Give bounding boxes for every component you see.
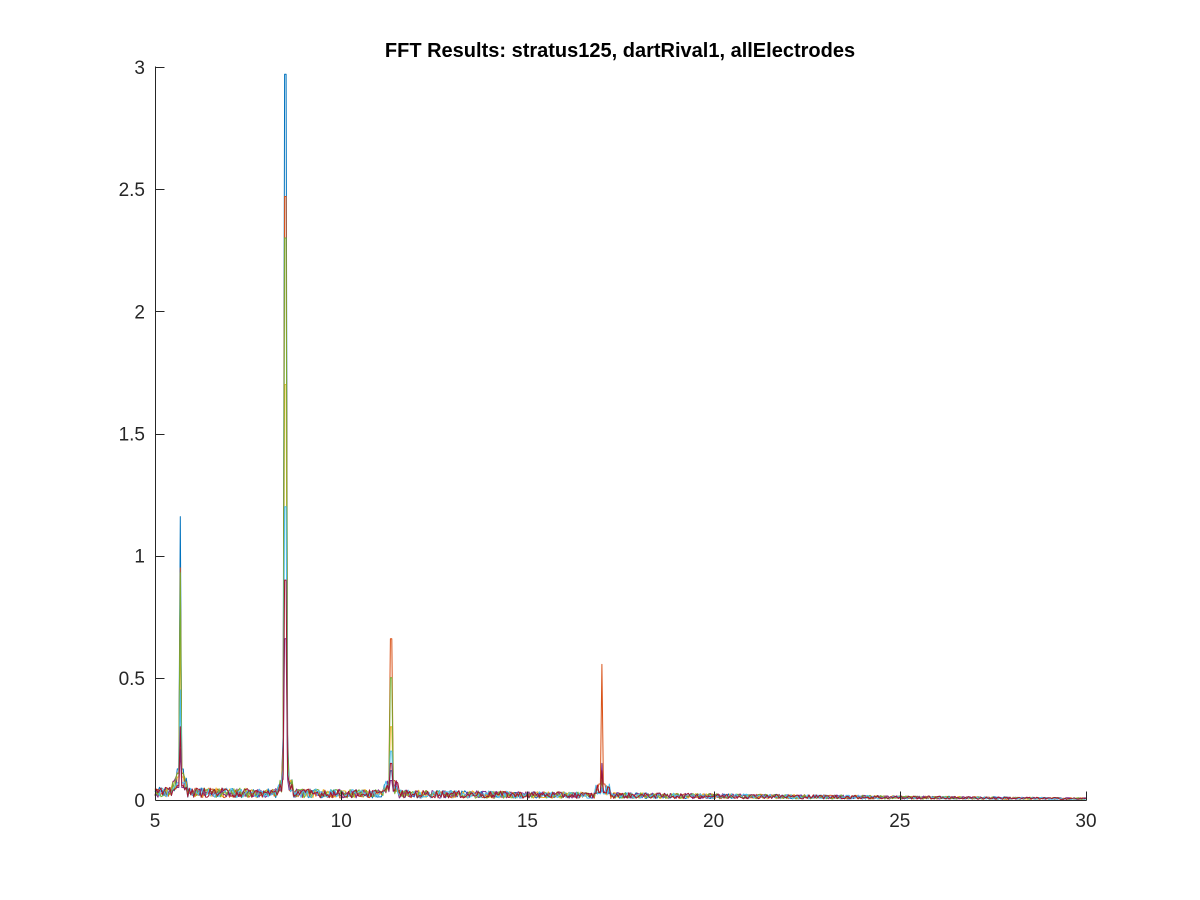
x-tick-label: 15 xyxy=(517,811,538,832)
y-tick-label: 1.5 xyxy=(119,425,145,446)
series-line-2 xyxy=(154,196,1087,800)
x-tick-label: 10 xyxy=(331,811,352,832)
y-tick-label: 0 xyxy=(134,791,145,812)
series-line-4 xyxy=(154,638,1086,800)
series-line-6 xyxy=(154,506,1087,800)
ticks-layer: 5 10 15 20 25 30 0 0.5 1 1.5 2 2.5 3 xyxy=(119,58,1097,832)
x-tick-label: 20 xyxy=(703,811,724,832)
series-line-3 xyxy=(154,384,1087,800)
y-tick-label: 2.5 xyxy=(119,180,145,201)
x-tick-label: 5 xyxy=(150,811,161,832)
y-tick-label: 2 xyxy=(134,302,145,323)
series-line-5 xyxy=(154,237,1087,800)
y-tick-label: 1 xyxy=(134,547,145,568)
chart-title: FFT Results: stratus125, dartRival1, all… xyxy=(385,40,855,62)
series-line-7 xyxy=(154,579,1087,800)
axes-layer xyxy=(155,66,1087,801)
y-tick-label: 3 xyxy=(134,58,145,79)
x-tick-label: 30 xyxy=(1075,811,1096,832)
y-tick-label: 0.5 xyxy=(119,669,145,690)
series-line-1 xyxy=(154,73,1087,800)
series-layer xyxy=(154,73,1087,800)
x-tick-label: 25 xyxy=(889,811,910,832)
